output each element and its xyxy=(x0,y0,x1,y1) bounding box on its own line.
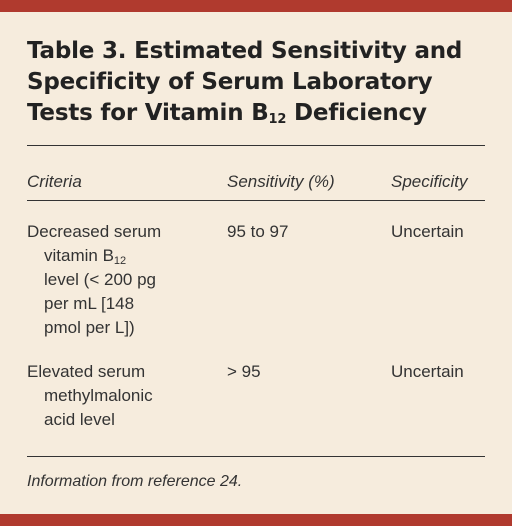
footnote: Information from reference 24. xyxy=(27,473,243,490)
title-subscript: 12 xyxy=(268,112,287,127)
table-row-2-criteria: Elevated serum methylmalonic acid level xyxy=(27,360,217,432)
table-row-2-sensitivity: > 95 xyxy=(227,362,261,381)
row-1-criteria-line-2: vitamin B12 xyxy=(27,244,217,268)
column-header-sensitivity: Sensitivity (%) xyxy=(227,172,335,191)
column-header-criteria: Criteria xyxy=(27,172,82,191)
bottom-accent-bar xyxy=(0,514,512,526)
table-row-1-sensitivity: 95 to 97 xyxy=(227,222,289,241)
title-divider xyxy=(27,145,485,146)
table-row-1-criteria: Decreased serum vitamin B12 level (< 200… xyxy=(27,220,217,340)
table-row-1-specificity: Uncertain xyxy=(391,222,464,241)
title-line-3-suffix: Deficiency xyxy=(286,100,427,126)
title-line-3-prefix: Tests for Vitamin B xyxy=(27,100,269,126)
row-1-criteria-line-5: pmol per L]) xyxy=(44,318,135,337)
title-line-1: Table 3. Estimated Sensitivity and xyxy=(27,38,463,64)
row-1-criteria-line-3: level (< 200 pg xyxy=(44,270,156,289)
footer-divider xyxy=(27,456,485,457)
top-accent-bar xyxy=(0,0,512,12)
table-row-2-specificity: Uncertain xyxy=(391,362,464,381)
row-1-criteria-line-2-prefix: vitamin B xyxy=(44,246,114,265)
title-line-3: Tests for Vitamin B12 Deficiency xyxy=(27,98,497,129)
row-1-criteria-subscript: 12 xyxy=(113,255,127,267)
row-2-criteria-line-3: acid level xyxy=(44,410,115,429)
row-2-criteria-line-2: methylmalonic xyxy=(44,386,153,405)
column-header-specificity: Specificity xyxy=(391,172,468,191)
title-line-2: Specificity of Serum Laboratory xyxy=(27,69,433,95)
row-1-criteria-line-1: Decreased serum xyxy=(27,222,162,241)
row-2-criteria-line-1: Elevated serum xyxy=(27,362,146,381)
table-title: Table 3. Estimated Sensitivity and Speci… xyxy=(27,36,497,129)
row-1-criteria-line-4: per mL [148 xyxy=(44,294,135,313)
header-divider xyxy=(27,200,485,201)
